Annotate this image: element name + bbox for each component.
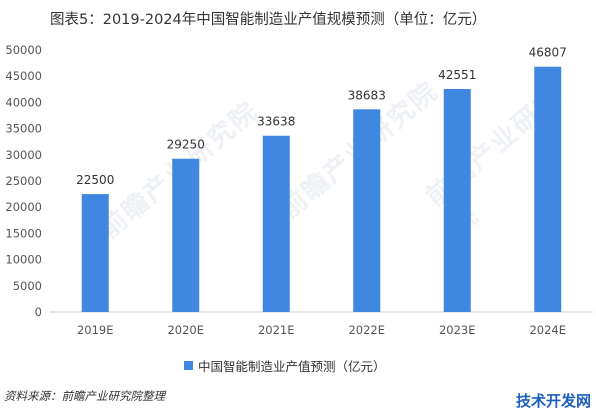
x-tick-label: 2022E [348,323,385,337]
legend: 中国智能制造业产值预测（亿元） [184,356,386,375]
bar-value-label: 38683 [348,88,386,102]
site-badge: 技术开发网 [512,389,594,412]
y-tick-label: 25000 [5,174,42,188]
x-tick-label: 2023E [439,323,476,337]
y-tick-label: 40000 [5,95,42,109]
legend-swatch [184,361,193,370]
x-tick-label: 2019E [77,323,114,337]
bar-chart: 0 5000 10000 15000 20000 25000 30000 35000 40000… [5,43,593,337]
bar-value-label: 42551 [438,68,476,82]
bar-value-label: 33638 [257,115,295,129]
bar [534,66,562,312]
source-note: 资料来源：前瞻产业研究院整理 [4,389,165,403]
bar-value-label: 29250 [167,138,205,152]
x-tick-label: 2021E [258,323,295,337]
bar [443,89,471,312]
y-tick-label: 15000 [5,226,42,240]
bar [353,109,381,312]
y-tick-label: 30000 [5,148,42,162]
y-tick-label: 35000 [5,122,42,136]
x-tick-label: 2024E [529,323,566,337]
bar [172,158,200,312]
y-tick-label: 5000 [13,279,42,293]
bar-value-label: 46807 [529,46,567,60]
chart-title: 图表5：2019-2024年中国智能制造业产值规模预测（单位：亿元） [50,12,487,28]
y-tick-label: 20000 [5,200,42,214]
legend-label: 中国智能制造业产值预测（亿元） [198,359,386,374]
y-tick-label: 10000 [5,253,42,267]
bar [262,135,290,312]
bar [81,194,109,312]
y-tick-label: 50000 [5,43,42,57]
bar-value-label: 22500 [76,173,114,187]
x-tick-label: 2020E [167,323,204,337]
y-tick-label: 0 [35,305,42,319]
y-tick-label: 45000 [5,69,42,83]
